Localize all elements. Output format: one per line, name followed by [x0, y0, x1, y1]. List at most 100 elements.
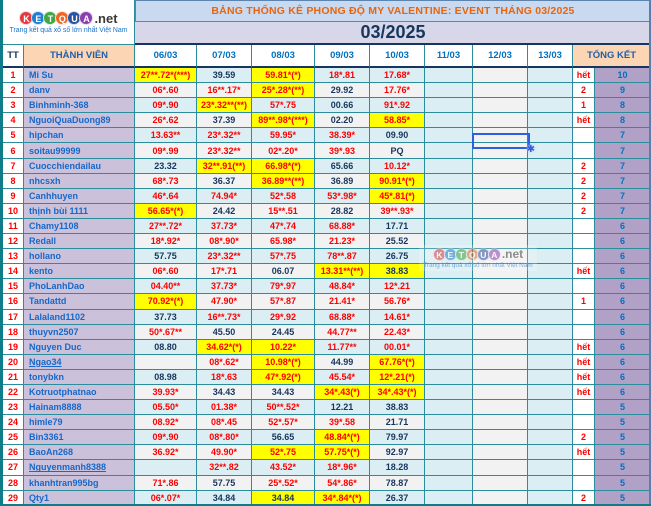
- value-cell[interactable]: 09*.90: [135, 430, 197, 446]
- column-header-total[interactable]: TỔNG KẾT: [573, 45, 651, 68]
- value-cell[interactable]: 52*.75: [252, 445, 315, 461]
- empty-cell[interactable]: [425, 430, 473, 446]
- value-cell[interactable]: 47*.74: [252, 218, 315, 235]
- value-cell[interactable]: 08.80: [135, 339, 197, 355]
- row-number[interactable]: 10: [3, 203, 24, 219]
- value-cell[interactable]: 16**.17*: [197, 83, 252, 99]
- empty-cell[interactable]: [528, 128, 573, 144]
- value-cell[interactable]: 56.76*: [370, 294, 425, 310]
- column-header-date[interactable]: 09/03: [315, 45, 370, 68]
- empty-cell[interactable]: [528, 68, 573, 84]
- value-cell[interactable]: 08*.90*: [197, 234, 252, 250]
- note-cell[interactable]: hết: [573, 445, 595, 461]
- empty-cell[interactable]: [473, 400, 528, 416]
- value-cell[interactable]: 10.12*: [370, 158, 425, 174]
- empty-cell[interactable]: [425, 324, 473, 340]
- empty-cell[interactable]: [528, 218, 573, 235]
- empty-cell[interactable]: [425, 83, 473, 99]
- empty-cell[interactable]: [473, 460, 528, 476]
- note-cell[interactable]: hết: [573, 369, 595, 385]
- row-number[interactable]: 2: [3, 83, 24, 99]
- value-cell[interactable]: 01.38*: [197, 400, 252, 416]
- total-cell[interactable]: 5: [595, 460, 651, 476]
- value-cell[interactable]: 68.88*: [315, 309, 370, 325]
- total-cell[interactable]: 6: [595, 294, 651, 310]
- value-cell[interactable]: 66.98*(*): [252, 158, 315, 174]
- value-cell[interactable]: 08*.80*: [197, 430, 252, 446]
- value-cell[interactable]: 10.22*: [252, 339, 315, 355]
- value-cell[interactable]: 89**.98*(***): [252, 113, 315, 129]
- value-cell[interactable]: 71*.86: [135, 475, 197, 491]
- empty-cell[interactable]: [425, 384, 473, 401]
- empty-cell[interactable]: [473, 309, 528, 325]
- empty-cell[interactable]: [425, 188, 473, 204]
- total-cell[interactable]: 6: [595, 324, 651, 340]
- row-number[interactable]: 24: [3, 415, 24, 431]
- value-cell[interactable]: 45*.81(*): [370, 188, 425, 204]
- empty-cell[interactable]: [528, 234, 573, 250]
- note-cell[interactable]: 2: [573, 430, 595, 446]
- column-header-date[interactable]: 06/03: [135, 45, 197, 68]
- member-name[interactable]: tonybkn: [24, 369, 135, 385]
- column-header-date[interactable]: 13/03: [528, 45, 573, 68]
- value-cell[interactable]: 57*.75: [252, 249, 315, 265]
- empty-cell[interactable]: [473, 158, 528, 174]
- value-cell[interactable]: 17.71: [370, 218, 425, 235]
- empty-cell[interactable]: [528, 460, 573, 476]
- empty-cell[interactable]: [425, 294, 473, 310]
- value-cell[interactable]: 05.50*: [135, 400, 197, 416]
- selection-handle-icon[interactable]: ✱: [526, 144, 535, 155]
- empty-cell[interactable]: [473, 113, 528, 129]
- empty-cell[interactable]: [528, 369, 573, 385]
- column-header-date[interactable]: 12/03: [473, 45, 528, 68]
- empty-cell[interactable]: [473, 98, 528, 114]
- member-name[interactable]: Binhminh-368: [24, 98, 135, 114]
- member-name[interactable]: Canhhuyen: [24, 188, 135, 204]
- note-cell[interactable]: 2: [573, 203, 595, 219]
- empty-cell[interactable]: [528, 384, 573, 401]
- value-cell[interactable]: 52*.58: [252, 188, 315, 204]
- value-cell[interactable]: [135, 460, 197, 476]
- value-cell[interactable]: 36.89**(**): [252, 173, 315, 189]
- empty-cell[interactable]: [425, 339, 473, 355]
- empty-cell[interactable]: [528, 113, 573, 129]
- empty-cell[interactable]: [528, 354, 573, 370]
- value-cell[interactable]: 14.61*: [370, 309, 425, 325]
- note-cell[interactable]: [573, 324, 595, 340]
- note-cell[interactable]: [573, 218, 595, 235]
- row-number[interactable]: 14: [3, 264, 24, 280]
- note-cell[interactable]: 1: [573, 294, 595, 310]
- value-cell[interactable]: 23*.32**(**): [197, 98, 252, 114]
- value-cell[interactable]: 34*.43(*): [315, 384, 370, 401]
- value-cell[interactable]: 79*.97: [252, 279, 315, 295]
- note-cell[interactable]: 1: [573, 98, 595, 114]
- empty-cell[interactable]: [528, 309, 573, 325]
- note-cell[interactable]: [573, 143, 595, 159]
- empty-cell[interactable]: [473, 68, 528, 84]
- value-cell[interactable]: 24.42: [197, 203, 252, 219]
- empty-cell[interactable]: [528, 173, 573, 189]
- value-cell[interactable]: 91*.92: [370, 98, 425, 114]
- value-cell[interactable]: 57*.75: [252, 98, 315, 114]
- value-cell[interactable]: 39.93*: [135, 384, 197, 401]
- empty-cell[interactable]: [528, 98, 573, 114]
- value-cell[interactable]: 18*.92*: [135, 234, 197, 250]
- value-cell[interactable]: 65.66: [315, 158, 370, 174]
- value-cell[interactable]: 70.92*(*): [135, 294, 197, 310]
- value-cell[interactable]: 78**.87: [315, 249, 370, 265]
- row-number[interactable]: 20: [3, 354, 24, 370]
- value-cell[interactable]: 21.71: [370, 415, 425, 431]
- member-name[interactable]: Tandattd: [24, 294, 135, 310]
- empty-cell[interactable]: [473, 218, 528, 235]
- row-number[interactable]: 12: [3, 234, 24, 250]
- empty-cell[interactable]: [528, 264, 573, 280]
- value-cell[interactable]: 90.91*(*): [370, 173, 425, 189]
- empty-cell[interactable]: [473, 188, 528, 204]
- value-cell[interactable]: 08*.62*: [197, 354, 252, 370]
- empty-cell[interactable]: [473, 324, 528, 340]
- value-cell[interactable]: 56.65*(*): [135, 203, 197, 219]
- total-cell[interactable]: 7: [595, 143, 651, 159]
- value-cell[interactable]: 18*.96*: [315, 460, 370, 476]
- empty-cell[interactable]: [528, 143, 573, 159]
- row-number[interactable]: 11: [3, 218, 24, 235]
